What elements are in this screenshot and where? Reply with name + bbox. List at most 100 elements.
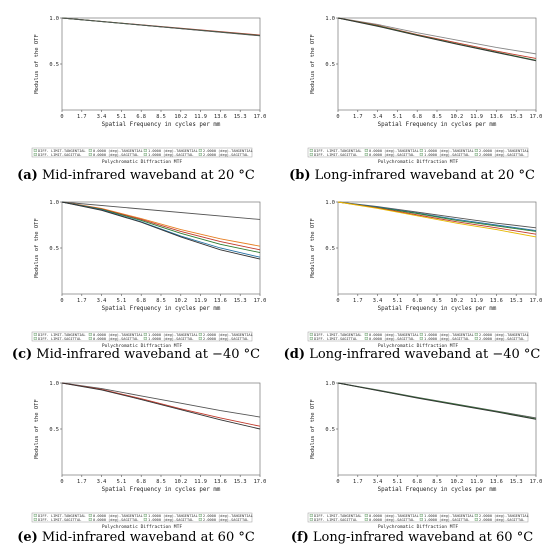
y-axis-label: Modulus of the OTF — [310, 34, 316, 94]
legend-entry: DIFF. LIMIT-SAGITTAL — [38, 153, 81, 157]
mtf-chart-b: 0.5 1.0 Modulus of the OTF 0 1.7 3.4 5.1 6.8 8.5… — [307, 16, 542, 165]
x-axis-label: Spatial Frequency in cycles per mm — [378, 487, 497, 493]
x-tick-label: 3.4 — [373, 114, 383, 120]
caption-text: Long-infrared waveband at 60 °C — [312, 530, 534, 545]
legend-swatch — [364, 333, 368, 336]
legend-swatch — [88, 149, 92, 152]
x-tick-label: 3.4 — [97, 479, 107, 485]
x-tick-label: 1.7 — [77, 114, 87, 120]
x-tick-label: 3.4 — [373, 479, 383, 485]
caption-text: Mid-infrared waveband at 60 °C — [41, 530, 255, 545]
x-tick-label: 5.1 — [117, 479, 127, 485]
x-tick-label: 13.6 — [490, 479, 503, 485]
x-tick-label: 15.3 — [510, 114, 523, 120]
legend-entry: 1.0000 (deg)-TANGENTIAL — [424, 514, 474, 518]
legend-swatch — [364, 149, 368, 152]
plot-area — [337, 382, 537, 476]
y-tick-label: 1.0 — [49, 16, 59, 22]
x-tick-label: 13.6 — [214, 114, 227, 120]
x-tick-label: 6.8 — [136, 479, 146, 485]
legend-swatch — [33, 149, 37, 152]
legend-swatch — [364, 518, 368, 521]
legend-entry: 1.0000 (deg)-SAGITTAL — [424, 153, 469, 157]
legend-swatch — [309, 514, 313, 517]
legend-swatch — [309, 337, 313, 340]
x-axis-label: Spatial Frequency in cycles per mm — [102, 122, 221, 128]
legend-entry: 2.0000 (deg)-SAGITTAL — [203, 518, 248, 522]
legend-swatch — [198, 514, 202, 517]
x-tick-label: 0 — [60, 479, 63, 485]
legend-swatch — [364, 514, 368, 517]
caption-text: Mid-infrared waveband at −40 °C — [36, 347, 261, 362]
chart-footer-title: Polychromatic Diffraction MTF — [378, 159, 458, 165]
chart-panel-d: 0.5 1.0 Modulus of the OTF 0 1.7 3.4 5.1 6.8 8.5… — [278, 186, 546, 369]
x-tick-label: 5.1 — [117, 298, 127, 304]
x-tick-label: 6.8 — [412, 298, 422, 304]
x-tick-label: 6.8 — [412, 114, 422, 120]
legend-entry: 0.0000 (deg)-TANGENTIAL — [93, 149, 143, 153]
x-tick-label: 17.0 — [254, 298, 267, 304]
legend-swatch — [198, 149, 202, 152]
legend-entry: 1.0000 (deg)-TANGENTIAL — [424, 149, 474, 153]
legend-swatch — [33, 518, 37, 521]
legend-swatch — [88, 337, 92, 340]
mtf-series-line — [337, 382, 537, 420]
legend-entry: 1.0000 (deg)-SAGITTAL — [424, 337, 469, 341]
legend-entry: DIFF. LIMIT-SAGITTAL — [314, 518, 357, 522]
chart-footer-title: Polychromatic Diffraction MTF — [102, 524, 182, 530]
y-tick-label: 0.5 — [49, 427, 59, 433]
x-tick-label: 15.3 — [234, 114, 247, 120]
x-tick-label: 10.2 — [450, 479, 463, 485]
x-tick-label: 1.7 — [77, 479, 87, 485]
x-tick-label: 1.7 — [77, 298, 87, 304]
chart-footer-title: Polychromatic Diffraction MTF — [378, 524, 458, 530]
y-axis-label: Modulus of the OTF — [310, 218, 316, 278]
x-tick-label: 17.0 — [254, 479, 267, 485]
x-tick-label: 1.7 — [353, 479, 363, 485]
legend-entry: 2.0000 (deg)-TANGENTIAL — [203, 333, 253, 337]
chart-panel-a: 0.5 1.0 Modulus of the OTF 0 1.7 3.4 5.1 6.8 8.5… — [2, 2, 270, 185]
x-tick-label: 0 — [60, 298, 63, 304]
x-axis-label: Spatial Frequency in cycles per mm — [102, 487, 221, 493]
caption-letter: (c) — [11, 347, 33, 362]
y-tick-label: 1.0 — [49, 381, 59, 387]
chart-footer-title: Polychromatic Diffraction MTF — [378, 343, 458, 349]
x-tick-label: 3.4 — [97, 298, 107, 304]
legend-entry: 2.0000 (deg)-SAGITTAL — [203, 337, 248, 341]
chart-footer-title: Polychromatic Diffraction MTF — [102, 159, 182, 165]
legend-swatch — [33, 153, 37, 156]
x-tick-label: 0 — [336, 479, 339, 485]
x-tick-label: 8.5 — [432, 114, 442, 120]
x-tick-label: 15.3 — [510, 298, 523, 304]
x-tick-label: 5.1 — [393, 114, 403, 120]
x-tick-label: 5.1 — [393, 298, 403, 304]
x-tick-label: 8.5 — [432, 479, 442, 485]
legend-entry: 1.0000 (deg)-SAGITTAL — [148, 153, 193, 157]
legend-swatch — [143, 149, 147, 152]
legend-entry: 0.0000 (deg)-TANGENTIAL — [369, 149, 419, 153]
x-tick-label: 15.3 — [234, 479, 247, 485]
caption-letter: (a) — [17, 168, 38, 183]
x-tick-label: 6.8 — [412, 479, 422, 485]
x-tick-label: 3.4 — [97, 114, 107, 120]
legend-box — [31, 331, 253, 342]
legend-swatch — [309, 149, 313, 152]
legend-box — [31, 147, 253, 158]
chart-panel-f: 0.5 1.0 Modulus of the OTF 0 1.7 3.4 5.1 6.8 8.5… — [278, 367, 546, 550]
legend-swatch — [198, 333, 202, 336]
x-tick-label: 6.8 — [136, 114, 146, 120]
x-tick-label: 15.3 — [510, 479, 523, 485]
x-tick-label: 17.0 — [254, 114, 267, 120]
legend-entry: 0.0000 (deg)-TANGENTIAL — [369, 333, 419, 337]
y-axis-label: Modulus of the OTF — [34, 399, 40, 459]
caption-letter: (d) — [283, 347, 306, 362]
legend-entry: 2.0000 (deg)-TANGENTIAL — [203, 149, 253, 153]
legend-entry: DIFF. LIMIT-TANGENTIAL — [314, 333, 362, 337]
x-tick-label: 0 — [60, 114, 63, 120]
caption-letter: (f) — [290, 530, 309, 545]
mtf-chart-f: 0.5 1.0 Modulus of the OTF 0 1.7 3.4 5.1 6.8 8.5… — [307, 381, 542, 530]
legend-entry: 2.0000 (deg)-SAGITTAL — [203, 153, 248, 157]
y-axis-label: Modulus of the OTF — [34, 34, 40, 94]
legend-swatch — [419, 149, 423, 152]
legend-swatch — [474, 153, 478, 156]
